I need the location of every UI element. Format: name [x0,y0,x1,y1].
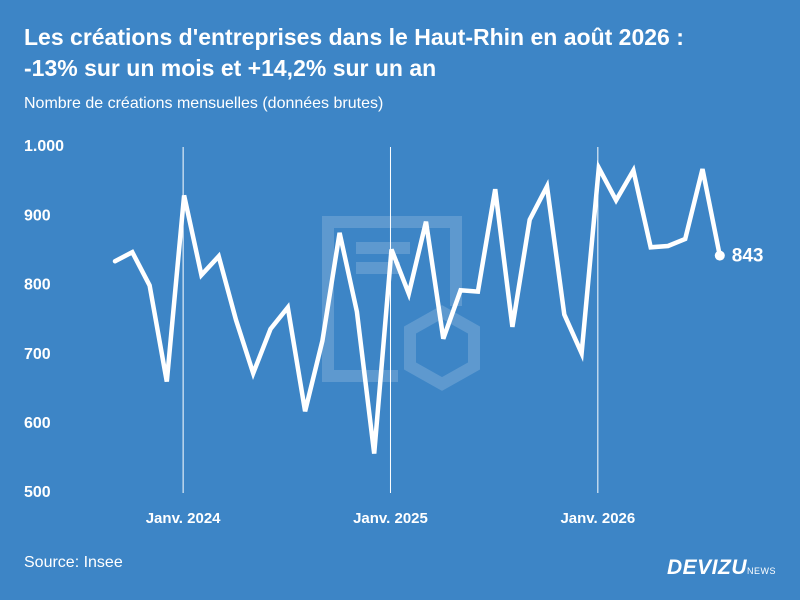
january-gridlines [182,147,599,493]
y-tick-label: 1.000 [24,138,64,155]
x-tick-label: Janv. 2024 [146,510,221,527]
x-tick-label: Janv. 2026 [560,510,635,527]
chart-subtitle: Nombre de créations mensuelles (données … [24,95,384,112]
last-value-label: 843 [732,246,764,267]
series-line [112,160,723,454]
x-tick-label: Janv. 2025 [353,510,428,527]
last-value-marker [714,250,725,261]
chart-title: Les créations d'entreprises dans le Haut… [24,22,784,84]
y-tick-label: 500 [24,484,51,501]
x-axis-ticks: Janv. 2024 Janv. 2025 Janv. 2026 [146,510,636,527]
y-tick-label: 800 [24,277,51,294]
chart-title-line1: Les créations d'entreprises dans le Haut… [24,24,684,50]
chart-title-line2: -13% sur un mois et +14,2% sur un an [24,55,437,81]
source-note: Source: Insee [24,554,123,571]
y-tick-label: 900 [24,207,51,224]
document-watermark-icon [322,216,480,391]
y-tick-label: 700 [24,346,51,363]
series-points [115,168,720,454]
brand-logo: DEVIZUNEWS [667,556,776,580]
y-axis-ticks: 500 600 700 800 900 1.000 [24,138,64,501]
brand-name: DEVIZU [666,556,747,579]
y-tick-label: 600 [24,415,51,432]
brand-suffix: NEWS [747,566,776,576]
